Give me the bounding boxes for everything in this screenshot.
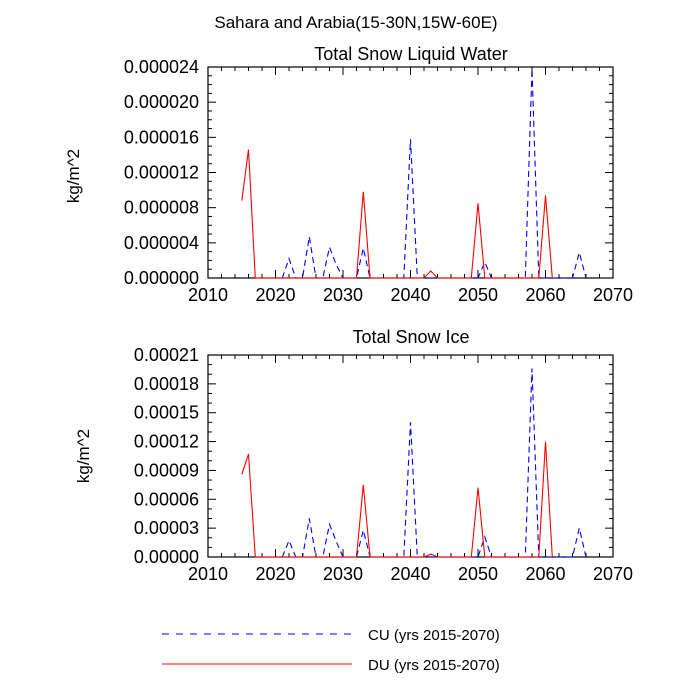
y-axis-label: kg/m^2 bbox=[74, 429, 93, 483]
x-tick-label: 2060 bbox=[525, 285, 565, 305]
x-tick-label: 2060 bbox=[525, 564, 565, 584]
x-tick-label: 2070 bbox=[593, 285, 633, 305]
plot-frame bbox=[207, 354, 614, 558]
x-tick-label: 2070 bbox=[593, 564, 633, 584]
panel-snow-liquid-water: Total Snow Liquid Water kg/m^2 2010 2020 2… bbox=[64, 44, 633, 305]
y-tick-label: 0.00009 bbox=[134, 460, 199, 480]
y-tick-label: 0.00012 bbox=[134, 432, 199, 452]
y-tick-label: 0.000000 bbox=[124, 268, 199, 288]
y-axis-label: kg/m^2 bbox=[64, 149, 83, 203]
legend: CU (yrs 2015-2070) DU (yrs 2015-2070) bbox=[162, 627, 500, 674]
series-layer bbox=[241, 368, 587, 558]
y-tick-label: 0.00000 bbox=[134, 547, 199, 567]
series-line-cu bbox=[281, 368, 587, 558]
axes-layer: 2010 2020 2030 2040 2050 2060 2070 0.00000 0.000… bbox=[134, 345, 633, 584]
x-tick-label: 2050 bbox=[458, 564, 498, 584]
x-tick-label: 2020 bbox=[255, 564, 295, 584]
y-tick-label: 0.000008 bbox=[124, 198, 199, 218]
x-tick-label: 2010 bbox=[188, 564, 228, 584]
y-tick-label: 0.00003 bbox=[134, 518, 199, 538]
plot-frame bbox=[207, 66, 614, 279]
legend-label-du: DU (yrs 2015-2070) bbox=[368, 657, 500, 674]
x-tick-label: 2050 bbox=[458, 285, 498, 305]
y-tick-label: 0.000012 bbox=[124, 163, 199, 183]
y-tick-label: 0.000020 bbox=[124, 92, 199, 112]
series-line-du bbox=[241, 149, 553, 279]
panel-snow-ice: Total Snow Ice kg/m^2 2010 2020 2030 2040 20… bbox=[74, 327, 633, 584]
panel-title: Total Snow Liquid Water bbox=[314, 44, 507, 64]
x-tick-label: 2020 bbox=[255, 285, 295, 305]
y-tick-label: 0.00015 bbox=[134, 403, 199, 423]
panel-title: Total Snow Ice bbox=[352, 327, 469, 347]
axes-layer: 2010 2020 2030 2040 2050 2060 2070 0.000000 0.00… bbox=[124, 57, 633, 305]
y-tick-label: 0.00018 bbox=[134, 374, 199, 394]
x-tick-label: 2030 bbox=[323, 285, 363, 305]
figure-title: Sahara and Arabia(15-30N,15W-60E) bbox=[214, 13, 497, 32]
series-layer bbox=[241, 68, 587, 279]
series-line-du bbox=[241, 441, 553, 558]
y-tick-label: 0.000004 bbox=[124, 233, 199, 253]
y-tick-label: 0.000016 bbox=[124, 127, 199, 147]
y-tick-label: 0.00006 bbox=[134, 489, 199, 509]
legend-label-cu: CU (yrs 2015-2070) bbox=[368, 627, 500, 644]
series-line-cu bbox=[281, 68, 587, 279]
y-tick-label: 0.00021 bbox=[134, 345, 199, 365]
x-tick-label: 2040 bbox=[390, 564, 430, 584]
y-tick-label: 0.000024 bbox=[124, 57, 199, 77]
x-tick-label: 2040 bbox=[390, 285, 430, 305]
x-tick-label: 2030 bbox=[323, 564, 363, 584]
x-tick-label: 2010 bbox=[188, 285, 228, 305]
